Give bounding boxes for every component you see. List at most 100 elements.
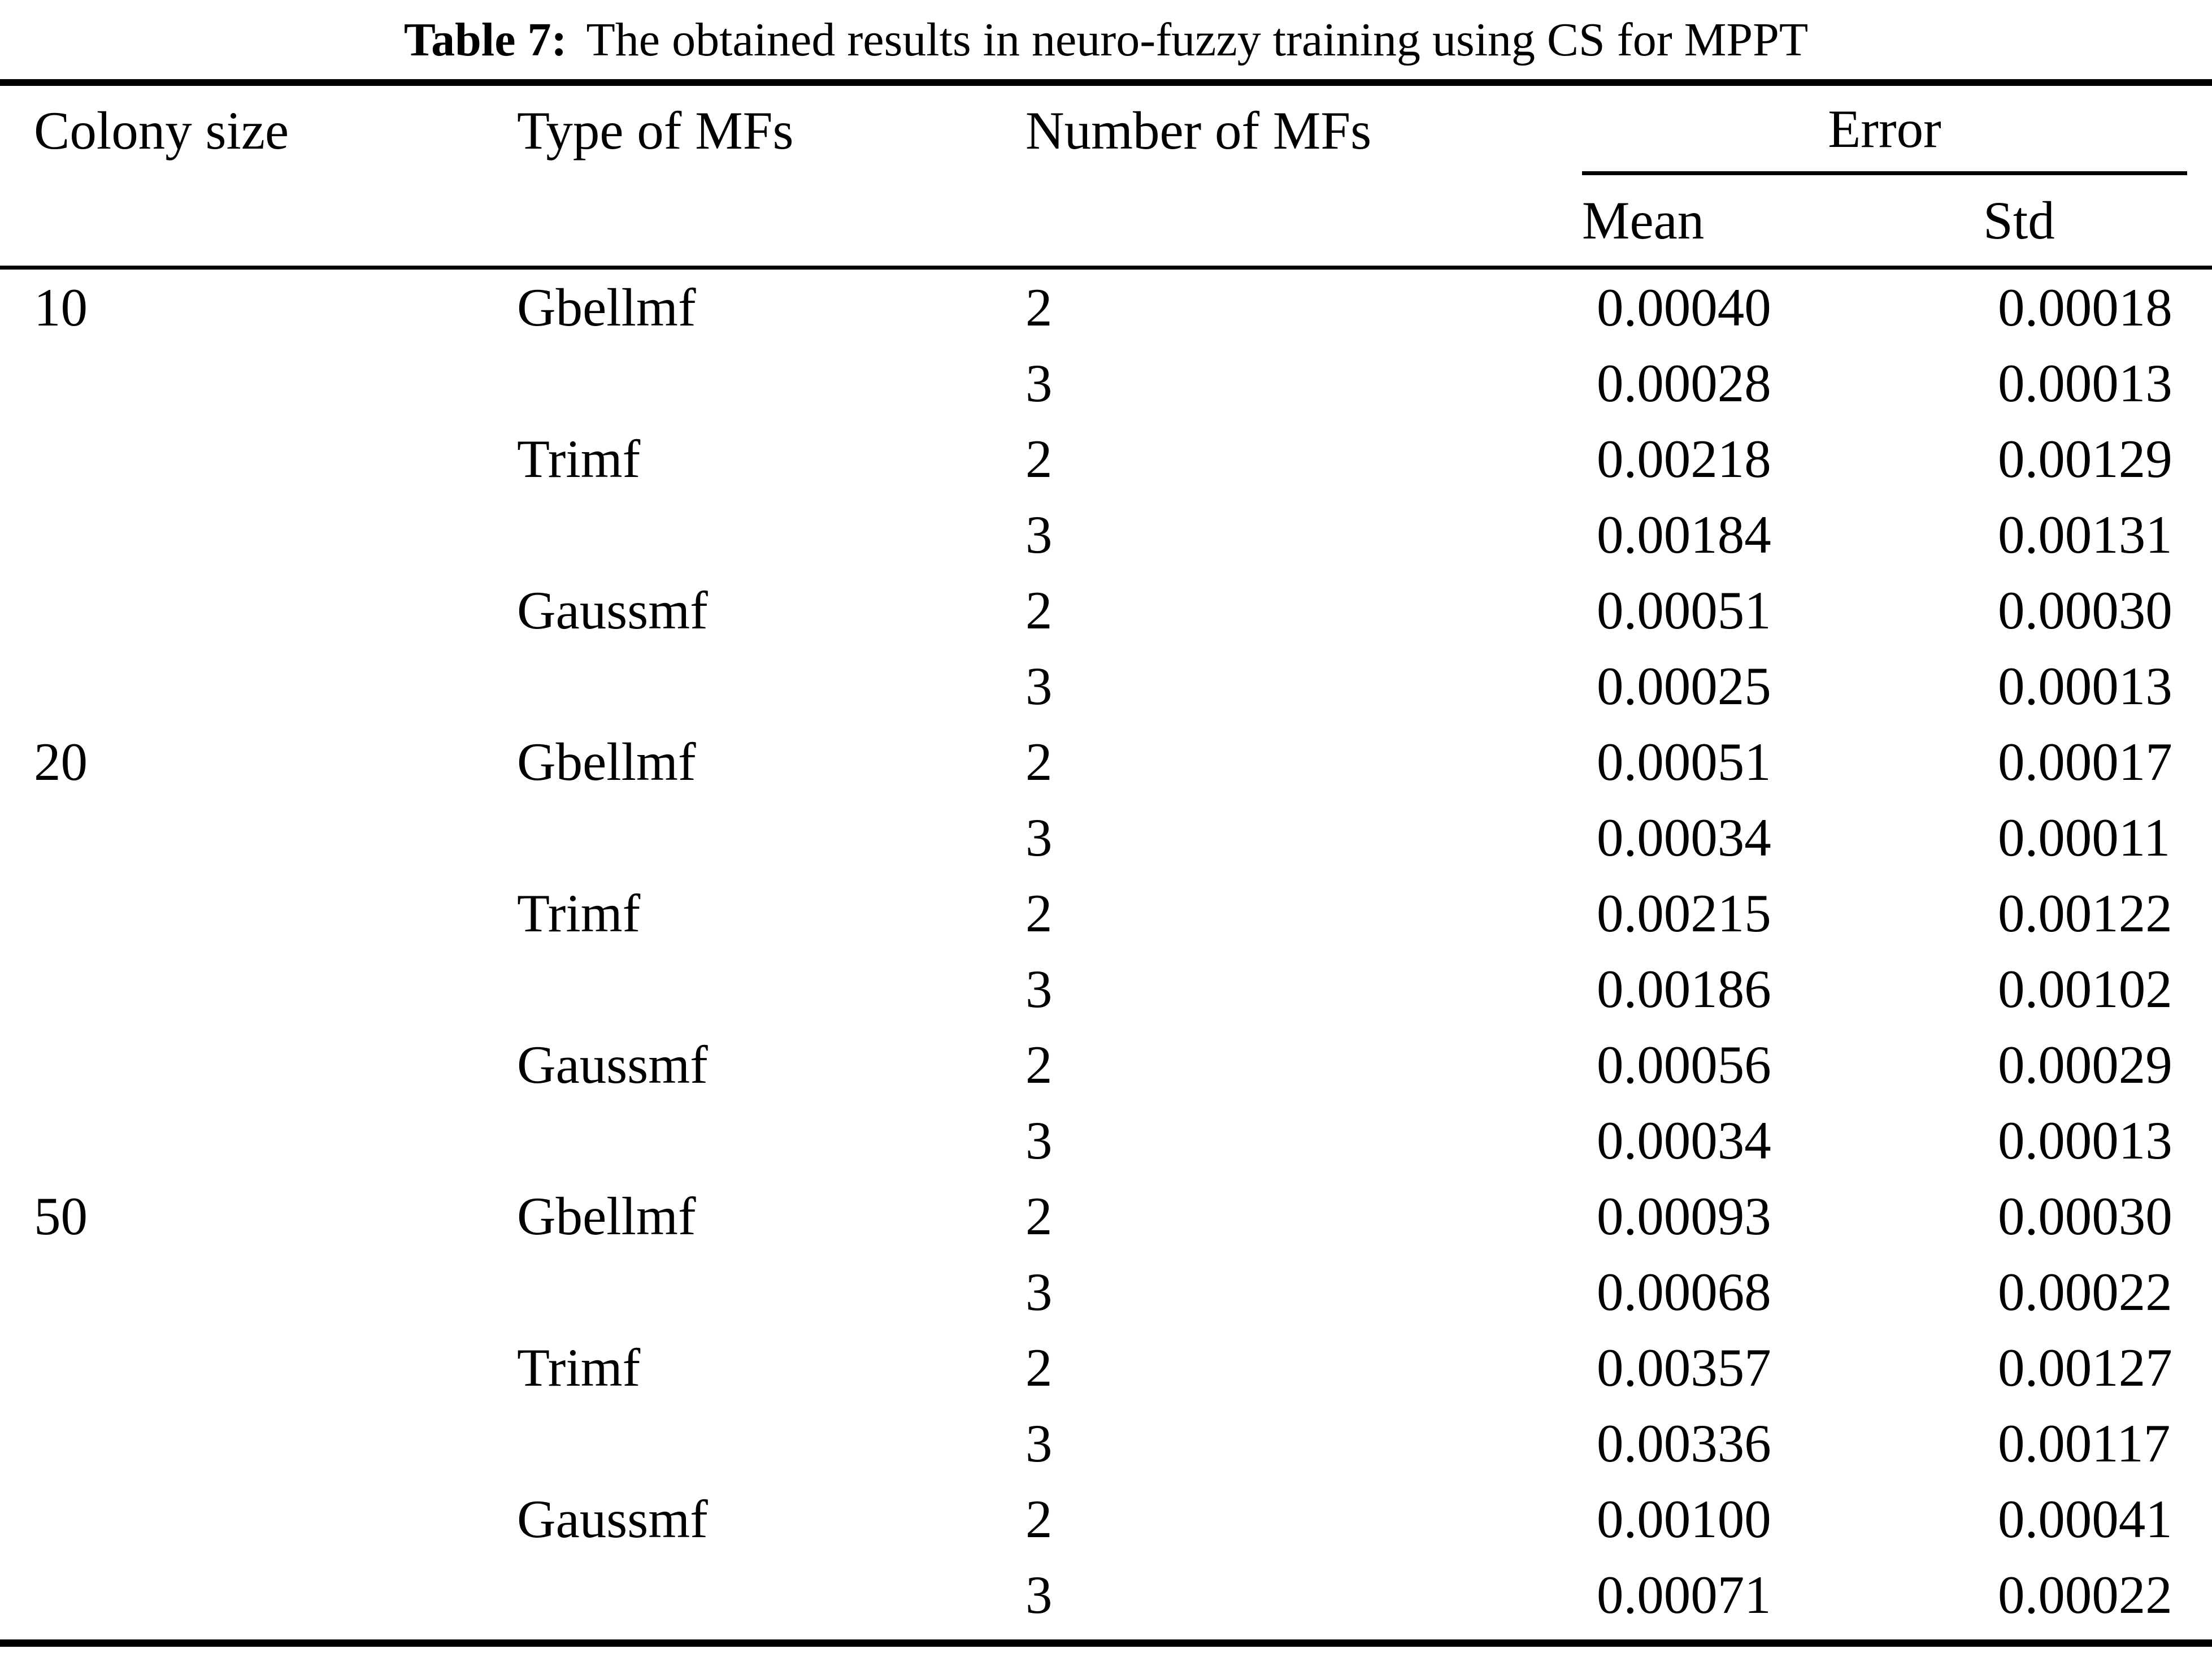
cell-colony: 50 <box>34 1186 88 1246</box>
cell-mean: 0.00034 <box>1597 808 1771 867</box>
cell-std: 0.00011 <box>1998 808 2171 867</box>
table-row: 50 Gbellmf 2 0.00093 0.00030 <box>0 1178 2212 1254</box>
cell-mf-count: 3 <box>1025 353 1053 413</box>
table-row: 3 0.00025 0.00013 <box>0 648 2212 724</box>
cell-mean: 0.00357 <box>1597 1338 1771 1398</box>
cell-std: 0.00041 <box>1998 1489 2172 1549</box>
cell-mf-type: Gaussmf <box>517 1489 708 1549</box>
cell-mf-count: 2 <box>1025 1186 1053 1246</box>
cell-mf-count: 2 <box>1025 277 1053 337</box>
cell-mf-count: 2 <box>1025 429 1053 489</box>
column-header-colony-size: Colony size <box>34 101 289 160</box>
cell-mean: 0.00040 <box>1597 277 1771 337</box>
table-row: 3 0.00336 0.00117 <box>0 1405 2212 1481</box>
bottom-spacer <box>0 1633 2212 1639</box>
cell-mf-count: 3 <box>1025 656 1053 716</box>
cell-mean: 0.00336 <box>1597 1413 1771 1473</box>
table-row: Gaussmf 2 0.00100 0.00041 <box>0 1481 2212 1557</box>
cell-colony: 10 <box>34 277 88 337</box>
cell-std: 0.00102 <box>1998 959 2172 1019</box>
cell-std: 0.00029 <box>1998 1035 2172 1095</box>
cell-std: 0.00117 <box>1998 1413 2171 1473</box>
cell-std: 0.00022 <box>1998 1565 2172 1625</box>
cell-std: 0.00017 <box>1998 732 2172 792</box>
cell-mf-count: 3 <box>1025 1413 1053 1473</box>
cell-mf-count: 2 <box>1025 1035 1053 1095</box>
cell-mf-type: Gbellmf <box>517 277 696 337</box>
cell-std: 0.00013 <box>1998 1110 2172 1170</box>
cell-std: 0.00131 <box>1998 505 2172 565</box>
cell-mf-type: Trimf <box>517 1338 641 1398</box>
table-row: Trimf 2 0.00357 0.00127 <box>0 1330 2212 1405</box>
cell-colony: 20 <box>34 732 88 792</box>
cell-mf-count: 3 <box>1025 808 1053 867</box>
cell-mean: 0.00215 <box>1597 883 1771 943</box>
table-row: Gaussmf 2 0.00051 0.00030 <box>0 572 2212 648</box>
cell-mean: 0.00056 <box>1597 1035 1771 1095</box>
table-row: Gaussmf 2 0.00056 0.00029 <box>0 1027 2212 1103</box>
cell-mf-count: 3 <box>1025 1565 1053 1625</box>
table-row: 3 0.00186 0.00102 <box>0 951 2212 1027</box>
cell-mf-count: 2 <box>1025 1338 1053 1398</box>
table-row: Trimf 2 0.00218 0.00129 <box>0 421 2212 497</box>
column-subheader-std: Std <box>1983 190 2055 250</box>
table-row: 3 0.00068 0.00022 <box>0 1254 2212 1330</box>
cell-mean: 0.00051 <box>1597 580 1771 640</box>
column-header-mf-type: Type of MFs <box>517 101 794 160</box>
cell-mean: 0.00100 <box>1597 1489 1771 1549</box>
table-header: Colony size Type of MFs Number of MFs Er… <box>0 86 2212 266</box>
cell-mean: 0.00034 <box>1597 1110 1771 1170</box>
header-rule <box>0 266 2212 270</box>
table-row: 3 0.00028 0.00013 <box>0 345 2212 421</box>
cell-mf-count: 2 <box>1025 1489 1053 1549</box>
cell-std: 0.00013 <box>1998 656 2172 716</box>
cell-mean: 0.00071 <box>1597 1565 1771 1625</box>
table-row: 3 0.00034 0.00011 <box>0 800 2212 875</box>
cell-std: 0.00030 <box>1998 580 2172 640</box>
cell-mf-type: Gbellmf <box>517 1186 696 1246</box>
table-row: 3 0.00184 0.00131 <box>0 497 2212 572</box>
cell-std: 0.00013 <box>1998 353 2172 413</box>
cell-mf-type: Gbellmf <box>517 732 696 792</box>
table-caption-label: Table 7: <box>403 13 567 66</box>
cell-mean: 0.00051 <box>1597 732 1771 792</box>
cell-mf-type: Gaussmf <box>517 580 708 640</box>
cell-mean: 0.00068 <box>1597 1262 1771 1322</box>
cell-mf-count: 2 <box>1025 580 1053 640</box>
cell-std: 0.00018 <box>1998 277 2172 337</box>
cell-std: 0.00127 <box>1998 1338 2172 1398</box>
error-group-header: Error <box>1582 86 2187 175</box>
bottom-rule <box>0 1639 2212 1647</box>
table-caption-text: The obtained results in neuro-fuzzy trai… <box>586 13 1809 66</box>
cell-std: 0.00030 <box>1998 1186 2172 1246</box>
cell-mf-count: 3 <box>1025 1262 1053 1322</box>
cell-mf-count: 3 <box>1025 959 1053 1019</box>
cell-mean: 0.00093 <box>1597 1186 1771 1246</box>
table-body: 10 Gbellmf 2 0.00040 0.00018 3 0.00028 0… <box>0 270 2212 1633</box>
cell-mean: 0.00028 <box>1597 353 1771 413</box>
table-caption: Table 7: The obtained results in neuro-f… <box>0 0 2212 79</box>
cell-mean: 0.00025 <box>1597 656 1771 716</box>
top-rule <box>0 79 2212 86</box>
table-row: 10 Gbellmf 2 0.00040 0.00018 <box>0 270 2212 345</box>
cell-std: 0.00022 <box>1998 1262 2172 1322</box>
cell-mean: 0.00184 <box>1597 505 1771 565</box>
cell-mean: 0.00186 <box>1597 959 1771 1019</box>
table-row: Trimf 2 0.00215 0.00122 <box>0 875 2212 951</box>
cell-std: 0.00129 <box>1998 429 2172 489</box>
column-header-mf-count: Number of MFs <box>1025 101 1372 160</box>
cell-mean: 0.00218 <box>1597 429 1771 489</box>
column-subheader-mean: Mean <box>1582 190 1705 250</box>
cell-mf-count: 2 <box>1025 883 1053 943</box>
cell-mf-type: Trimf <box>517 429 641 489</box>
table-row: 3 0.00071 0.00022 <box>0 1557 2212 1633</box>
table-row: 3 0.00034 0.00013 <box>0 1103 2212 1178</box>
table-row: 20 Gbellmf 2 0.00051 0.00017 <box>0 724 2212 800</box>
cell-mf-type: Trimf <box>517 883 641 943</box>
cell-mf-count: 3 <box>1025 505 1053 565</box>
error-group-label: Error <box>1828 98 1941 159</box>
cell-std: 0.00122 <box>1998 883 2172 943</box>
cell-mf-count: 2 <box>1025 732 1053 792</box>
cell-mf-type: Gaussmf <box>517 1035 708 1095</box>
